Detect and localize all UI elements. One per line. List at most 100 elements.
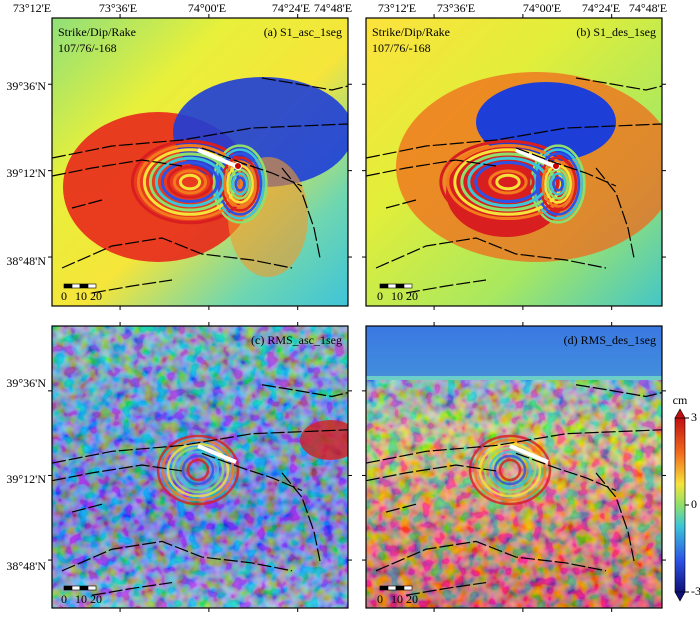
fringe: [478, 442, 542, 498]
scale-bar: [403, 283, 413, 289]
fault-line: [405, 581, 487, 596]
fringe: [234, 176, 246, 192]
fringe: [481, 165, 535, 199]
scale-bar: [63, 585, 73, 591]
fault-line: [375, 540, 607, 572]
scale-bar: [387, 585, 397, 591]
fault-line: [52, 123, 348, 159]
fringe: [161, 438, 235, 502]
latitude-label: 39°12'N: [6, 166, 46, 180]
fringe: [468, 434, 552, 506]
fringe: [552, 176, 564, 192]
scale-label: 20: [90, 592, 102, 606]
scale-label: 20: [406, 592, 418, 606]
fringe: [495, 173, 521, 191]
fault-line: [366, 123, 662, 159]
panel-a-map: [52, 18, 348, 306]
fault-line: [515, 452, 617, 492]
panel-frame: [51, 17, 349, 307]
colorbar-tick-label: -3: [691, 584, 700, 598]
longitude-label: 73°12'E: [13, 1, 51, 15]
fault-line: [91, 279, 173, 294]
fault-line: [575, 77, 662, 91]
annotation: Strike/Dip/Rake: [372, 25, 450, 39]
scale-bar: [403, 585, 413, 591]
latitude-label: 39°36'N: [6, 376, 46, 390]
scale-bar: [379, 585, 389, 591]
rupture: [197, 444, 237, 464]
fringe: [549, 172, 567, 196]
scale-bar: [63, 283, 73, 289]
fault-line: [91, 581, 173, 596]
fault-line: [575, 384, 662, 398]
panel-label: (a) S1_asc_1seg: [264, 25, 342, 39]
fault-line: [405, 279, 487, 294]
longitude-label: 74°00'E: [188, 1, 226, 15]
annotation: 107/76/-168: [58, 41, 117, 55]
fault-line: [375, 237, 607, 269]
rupture: [515, 148, 555, 168]
scale-label: 10: [391, 289, 403, 303]
fault-line: [61, 540, 293, 572]
fringe: [488, 169, 528, 195]
longitude-label: 74°00'E: [523, 1, 561, 15]
scale-bar: [395, 585, 405, 591]
scale-label: 0: [377, 592, 383, 606]
fault-line: [515, 147, 617, 187]
scale-label: 10: [75, 592, 87, 606]
fault-line: [201, 452, 303, 492]
fringe: [166, 442, 230, 498]
fringe: [212, 144, 268, 224]
annotation: Strike/Dip/Rake: [58, 25, 136, 39]
panel-b-map: [366, 18, 662, 306]
scale-label: 0: [377, 289, 383, 303]
panel-label: (c) RMS_asc_1seg: [251, 333, 342, 347]
scale-label: 20: [90, 289, 102, 303]
panel-d-map: [366, 326, 662, 608]
scale-bar: [79, 585, 89, 591]
fault-line: [201, 147, 303, 187]
fringe: [535, 152, 581, 216]
panel-label: (d) RMS_des_1seg: [564, 333, 656, 347]
epicenter: [234, 162, 242, 170]
fault-line: [385, 199, 417, 209]
fault-line: [261, 77, 348, 91]
annotation: 107/76/-168: [372, 41, 431, 55]
latitude-label: 38°48'N: [6, 254, 46, 268]
fringe: [498, 458, 522, 482]
scale-label: 0: [61, 289, 67, 303]
scale-bar: [87, 585, 97, 591]
fringe: [178, 173, 202, 191]
panel-c-map: [52, 326, 348, 608]
fringe: [160, 160, 220, 204]
fault-line: [61, 237, 293, 269]
fringe: [166, 165, 214, 199]
colorbar-tick-label: 3: [691, 410, 697, 424]
longitude-label: 74°48'E: [629, 1, 667, 15]
fault-line: [52, 159, 183, 177]
colorbar-unit: cm: [673, 393, 688, 407]
fringe: [172, 169, 208, 195]
scale-label: 0: [61, 592, 67, 606]
longitude-label: 74°24'E: [272, 1, 310, 15]
scale-bar: [71, 283, 81, 289]
fringe: [186, 458, 210, 482]
fault-line: [385, 503, 417, 513]
fringe: [541, 160, 575, 208]
scale-label: 20: [406, 289, 418, 303]
scale-bar: [379, 283, 389, 289]
fringe: [228, 168, 252, 200]
patch: [300, 420, 348, 460]
fringe: [474, 160, 542, 204]
latitude-label: 39°36'N: [6, 79, 46, 93]
rupture: [509, 444, 549, 464]
fringe: [156, 434, 240, 506]
scale-bar: [71, 585, 81, 591]
longitude-label: 73°36'E: [437, 1, 475, 15]
fault-line: [52, 464, 183, 482]
fringe: [546, 168, 570, 200]
fringe: [223, 160, 257, 208]
scale-label: 10: [75, 289, 87, 303]
patch: [366, 326, 662, 376]
